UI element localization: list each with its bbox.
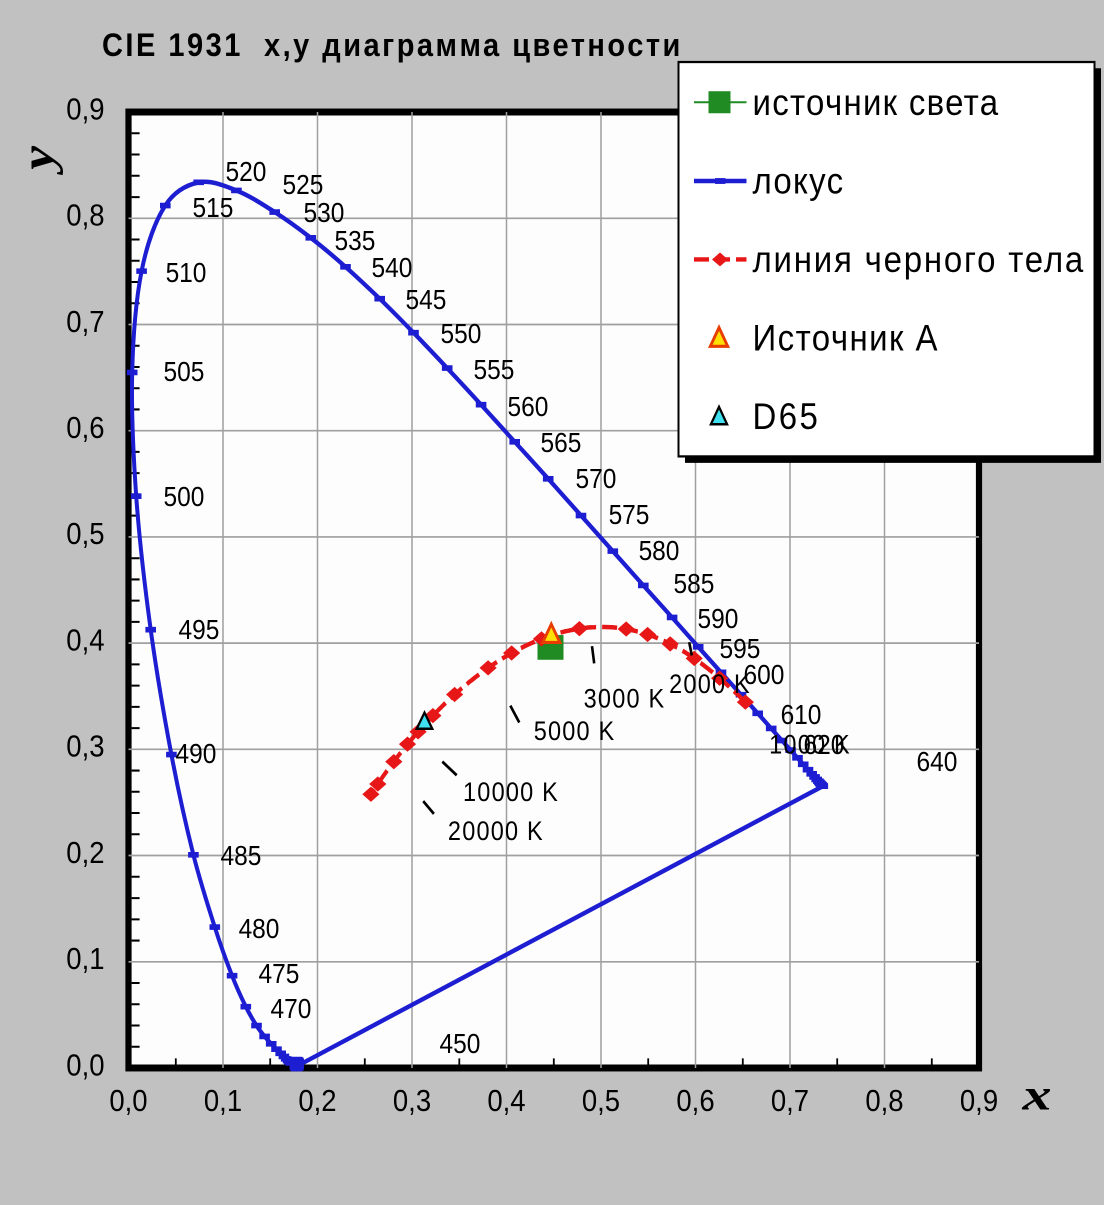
svg-text:0,6: 0,6 — [676, 1085, 714, 1119]
svg-text:560: 560 — [508, 390, 549, 422]
svg-text:545: 545 — [406, 284, 447, 316]
svg-text:0,7: 0,7 — [771, 1085, 809, 1119]
svg-text:585: 585 — [674, 568, 715, 600]
svg-text:0,0: 0,0 — [109, 1085, 147, 1119]
svg-text:565: 565 — [541, 427, 582, 459]
svg-text:0,3: 0,3 — [66, 730, 104, 764]
svg-text:0,1: 0,1 — [204, 1085, 242, 1119]
svg-text:0,2: 0,2 — [298, 1085, 336, 1119]
svg-text:0,9: 0,9 — [960, 1085, 998, 1119]
svg-text:линия черного тела: линия черного тела — [753, 239, 1086, 280]
svg-text:475: 475 — [259, 958, 300, 990]
svg-text:0,2: 0,2 — [66, 836, 104, 870]
svg-text:580: 580 — [639, 535, 680, 567]
svg-text:2000 K: 2000 K — [669, 670, 751, 700]
svg-text:0,7: 0,7 — [66, 305, 104, 339]
svg-text:0,8: 0,8 — [865, 1085, 903, 1119]
svg-text:485: 485 — [221, 840, 262, 872]
svg-text:595: 595 — [720, 633, 761, 665]
svg-text:x: x — [1021, 1071, 1051, 1120]
svg-text:5000 K: 5000 K — [534, 717, 616, 747]
svg-text:CIE 1931 x,y диаграмма цветно: CIE 1931 x,y диаграмма цветности — [102, 27, 683, 64]
svg-text:0,6: 0,6 — [66, 412, 104, 446]
svg-text:540: 540 — [372, 252, 413, 284]
svg-text:620: 620 — [804, 729, 845, 761]
svg-text:535: 535 — [335, 225, 376, 257]
svg-text:600: 600 — [744, 659, 785, 691]
svg-text:530: 530 — [304, 197, 345, 229]
svg-text:505: 505 — [164, 356, 205, 388]
svg-text:0,9: 0,9 — [66, 93, 104, 127]
svg-text:0,8: 0,8 — [66, 199, 104, 233]
svg-text:1000 K: 1000 K — [769, 730, 851, 760]
svg-text:520: 520 — [226, 156, 267, 188]
svg-text:10000 K: 10000 K — [463, 778, 559, 808]
svg-text:0,5: 0,5 — [582, 1085, 620, 1119]
svg-text:0,0: 0,0 — [66, 1049, 104, 1083]
svg-text:450: 450 — [440, 1028, 481, 1060]
svg-text:515: 515 — [193, 192, 234, 224]
svg-text:610: 610 — [781, 699, 822, 731]
svg-text:0,1: 0,1 — [66, 943, 104, 977]
svg-text:495: 495 — [179, 614, 220, 646]
svg-text:470: 470 — [271, 993, 312, 1025]
svg-text:D65: D65 — [753, 396, 821, 437]
svg-text:525: 525 — [283, 169, 324, 201]
svg-text:550: 550 — [441, 318, 482, 350]
svg-text:500: 500 — [164, 480, 205, 512]
svg-text:0,3: 0,3 — [393, 1085, 431, 1119]
svg-text:Источник А: Источник А — [753, 318, 939, 359]
svg-text:555: 555 — [474, 354, 515, 386]
svg-text:570: 570 — [576, 463, 617, 495]
svg-text:490: 490 — [176, 738, 217, 770]
svg-text:источник света: источник света — [753, 82, 1000, 123]
svg-text:3000 K: 3000 K — [584, 684, 666, 714]
svg-text:20000 K: 20000 K — [448, 817, 544, 847]
svg-text:640: 640 — [917, 746, 958, 778]
svg-text:510: 510 — [166, 257, 207, 289]
svg-text:575: 575 — [609, 499, 650, 531]
svg-text:0,4: 0,4 — [66, 624, 104, 658]
svg-text:0,5: 0,5 — [66, 518, 104, 552]
svg-text:локус: локус — [753, 161, 845, 202]
svg-text:590: 590 — [698, 603, 739, 635]
svg-text:480: 480 — [239, 913, 280, 945]
svg-text:0,4: 0,4 — [487, 1085, 525, 1119]
